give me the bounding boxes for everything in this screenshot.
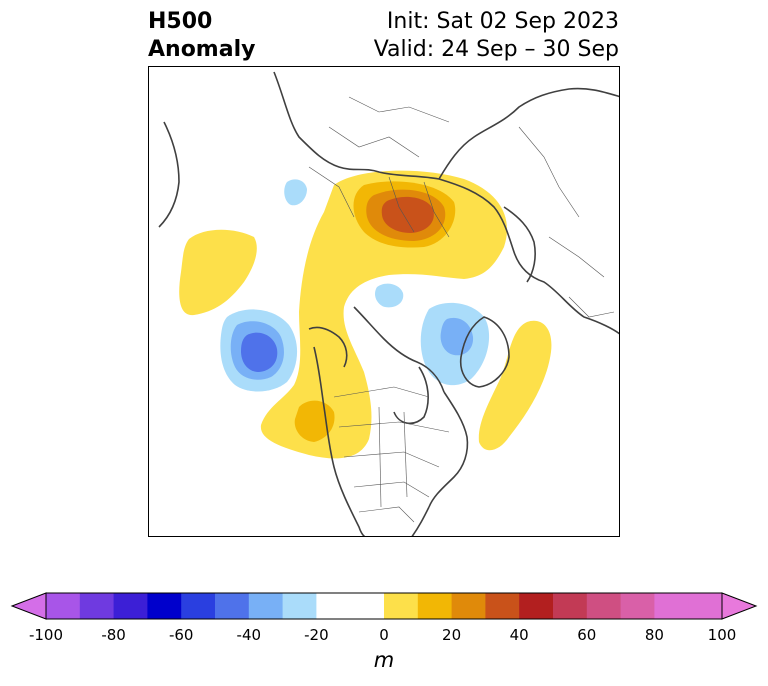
colorbar-outline — [45, 592, 723, 620]
anomaly-pos-10-east — [478, 320, 552, 451]
colorbar-cell — [282, 593, 317, 619]
colorbar-cell — [620, 593, 655, 619]
colorbar-unit: m — [373, 648, 395, 672]
title-left: H500 Anomaly — [148, 8, 255, 64]
coast-greenland — [459, 316, 510, 388]
coast-us-east — [411, 506, 430, 536]
anomaly-neg-20-east — [440, 317, 474, 356]
colorbar-tick-label: -80 — [101, 626, 126, 644]
colorbar-cell — [113, 593, 148, 619]
colorbar-cell — [384, 593, 419, 619]
colorbar-cell — [350, 593, 385, 619]
init-date: Init: Sat 02 Sep 2023 — [386, 9, 619, 34]
anomaly-pos-10-west — [179, 229, 257, 316]
coast-europe-asia — [273, 71, 619, 335]
colorbar-cells — [46, 593, 723, 619]
coast-alaska — [308, 326, 348, 368]
positive-anomaly-contours — [179, 170, 552, 459]
colorbar-cell — [46, 593, 81, 619]
colorbar-cell — [654, 593, 689, 619]
colorbar-cell — [79, 593, 115, 619]
colorbar-cell — [519, 593, 554, 619]
negative-anomaly-contours — [220, 179, 490, 392]
colorbar-cell — [147, 593, 182, 619]
colorbar-tick-label: 60 — [577, 626, 597, 644]
colorbar-cell — [485, 593, 520, 619]
coast-hudson-bay — [393, 366, 429, 425]
anomaly-map — [158, 71, 619, 536]
title-right: Init: Sat 02 Sep 2023 Valid: 24 Sep – 30… — [374, 8, 619, 64]
colorbar-cell — [586, 593, 622, 619]
colorbar-cell — [451, 593, 486, 619]
colorbar-cell — [316, 593, 351, 619]
coast-north-america-west — [313, 346, 366, 536]
colorbar-tick-label: 40 — [509, 626, 529, 644]
title-variable: H500 — [148, 9, 213, 34]
colorbar-tick-label: 80 — [644, 626, 664, 644]
title-field: Anomaly — [148, 37, 256, 62]
colorbar-cell — [248, 593, 284, 619]
anomaly-neg-10-arctic — [374, 283, 404, 308]
coastlines — [158, 71, 619, 536]
anomaly-pos-40 — [381, 196, 434, 233]
anomaly-pos-10-north — [260, 170, 508, 459]
colorbar — [10, 592, 758, 620]
colorbar-extend-low — [10, 592, 47, 620]
colorbar-tick-label: 0 — [379, 626, 389, 644]
colorbar-tick-label: -100 — [28, 626, 64, 644]
coast-arctic-asia — [503, 206, 536, 283]
colorbar-tick-label: -20 — [304, 626, 329, 644]
colorbar-cell — [688, 593, 723, 619]
political-borders — [308, 96, 615, 523]
coast-siberia — [438, 87, 619, 180]
colorbar-tick-label: 100 — [707, 626, 737, 644]
coast-africa-top — [158, 121, 180, 228]
colorbar-cell — [417, 593, 453, 619]
valid-range: Valid: 24 Sep – 30 Sep — [373, 37, 619, 62]
anomaly-neg-10-hudson — [284, 179, 307, 206]
coast-canada-arctic — [353, 306, 445, 393]
anomaly-neg-30-west — [241, 332, 278, 372]
colorbar-cell — [553, 593, 588, 619]
colorbar-cell — [181, 593, 216, 619]
colorbar-cell — [215, 593, 250, 619]
coast-east-canada — [428, 391, 469, 508]
map-panel — [148, 66, 620, 537]
colorbar-extend-high — [721, 592, 758, 620]
colorbar-tick-label: -60 — [168, 626, 194, 644]
colorbar-tick-label: -40 — [236, 626, 262, 644]
colorbar-tick-label: 20 — [442, 626, 462, 644]
